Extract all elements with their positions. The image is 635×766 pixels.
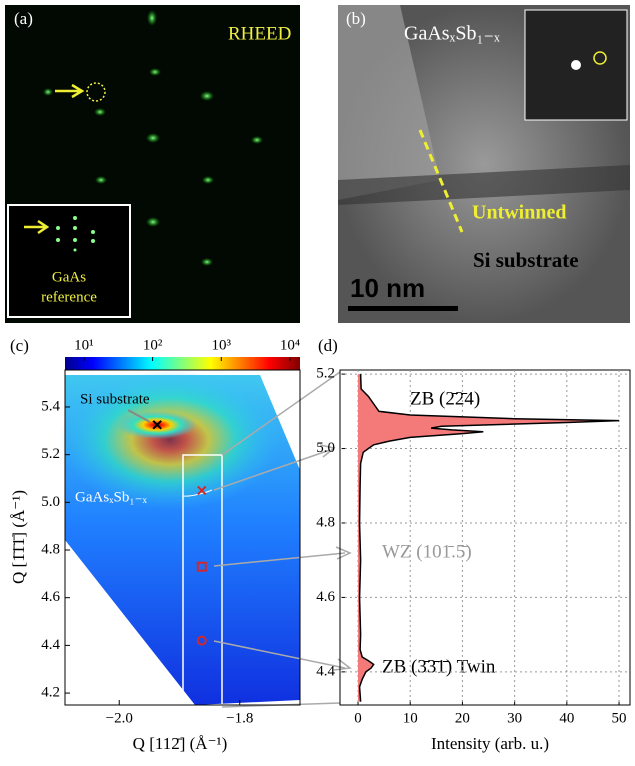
scale-label: 10 nm	[350, 273, 425, 303]
colorbar-tick-label: 10¹	[74, 337, 94, 353]
x-axis-label: Intensity (arb. u.)	[431, 734, 549, 753]
x-tick-label: 10	[403, 710, 418, 726]
inset-label: GaAs	[52, 269, 86, 285]
colorbar-tick-label: 10⁴	[280, 337, 300, 353]
y-tick-label: 4.4	[316, 663, 335, 679]
figure: (a) RHEED GaAs reference (b) GaAsₓSb₁₋ₓ …	[0, 0, 635, 761]
x-tick-label: 30	[507, 710, 522, 726]
annotation: Untwinned	[472, 202, 566, 224]
annotation: GaAsₓSb₁₋ₓ	[75, 489, 148, 505]
panel-label: (d)	[318, 336, 338, 355]
colorbar	[65, 357, 300, 370]
y-tick-label: 4.8	[316, 514, 335, 530]
y-tick-label: 4.2	[41, 685, 60, 701]
y-tick-label: 5.0	[41, 494, 60, 510]
area	[358, 374, 619, 702]
y-tick-label: 5.0	[316, 440, 335, 456]
x-axis-label: Q [112̄] (Å⁻¹)	[133, 734, 228, 753]
panel-label: (a)	[14, 9, 33, 28]
panel-label: (c)	[10, 336, 29, 355]
y-tick-label: 4.8	[41, 541, 60, 557]
annotation: ZB (2̄2̄4)	[410, 388, 480, 409]
annotation: ZB (3̄3̄1̄) Twin	[382, 656, 496, 677]
y-tick-label: 5.4	[41, 398, 60, 414]
panel-label: (b)	[346, 9, 366, 28]
y-tick-label: 4.6	[41, 589, 60, 605]
material-label: GaAsₓSb₁₋ₓ	[404, 23, 500, 45]
x-tick-label: 40	[559, 710, 574, 726]
y-tick-label: 4.4	[41, 637, 60, 653]
scale-bar	[348, 306, 458, 311]
colorbar-tick-label: 10²	[143, 337, 163, 353]
x-tick-label: −2.0	[106, 710, 133, 726]
substrate-label: Si substrate	[473, 248, 579, 272]
x-tick-label: 0	[354, 710, 362, 726]
x-tick-label: −1.8	[226, 710, 253, 726]
annotation: WZ (101̄.5̄)	[382, 541, 472, 562]
colorbar-tick-label: 10³	[212, 337, 232, 353]
panel-title: RHEED	[228, 23, 291, 44]
y-tick-label: 4.6	[316, 589, 335, 605]
x-tick-label: 50	[612, 710, 627, 726]
annotation: Si substrate	[80, 391, 150, 407]
fft-center	[571, 60, 581, 70]
x-tick-label: 20	[455, 710, 470, 726]
y-tick-label: 5.2	[316, 366, 335, 382]
y-axis-label: Q [1̄1̄1̄] (Å⁻¹)	[9, 490, 28, 584]
y-tick-label: 5.2	[41, 446, 60, 462]
inset-label: reference	[41, 289, 97, 305]
